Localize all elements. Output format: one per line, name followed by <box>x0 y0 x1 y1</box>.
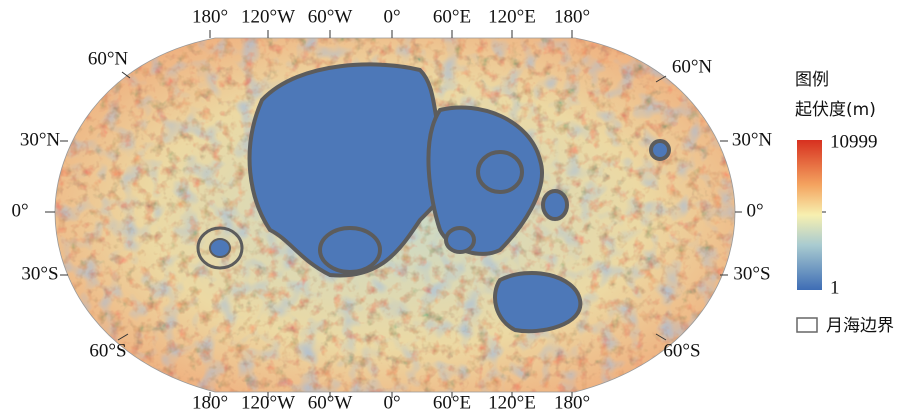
longitude-label: 60°E <box>433 6 471 27</box>
mare <box>320 228 380 272</box>
longitude-label: 180° <box>554 6 590 27</box>
mare <box>478 152 522 192</box>
boundary-swatch <box>797 318 817 332</box>
latitude-label: 30°N <box>20 129 61 150</box>
legend: 图例 起伏度(m) 10999 1 月海边界 <box>795 70 894 336</box>
boundary-label: 月海边界 <box>826 316 894 336</box>
colorbar <box>797 140 822 290</box>
colorbar-max: 10999 <box>830 131 878 152</box>
mare <box>210 239 230 257</box>
longitude-label: 120°W <box>241 6 295 27</box>
longitude-label: 0° <box>383 6 400 27</box>
latitude-label: 30°S <box>733 263 770 284</box>
map-figure: 180°180°120°W120°W60°W60°W0°0°60°E60°E12… <box>0 0 914 417</box>
mare <box>446 228 474 252</box>
mare <box>543 191 567 219</box>
colorbar-title: 起伏度(m) <box>795 100 876 120</box>
latitude-label: 60°N <box>88 48 129 69</box>
longitude-label: 120°E <box>488 6 536 27</box>
legend-title: 图例 <box>795 70 829 90</box>
latitude-label: 30°N <box>732 129 773 150</box>
latitude-label: 60°S <box>89 340 126 361</box>
latitude-label: 30°S <box>21 263 58 284</box>
colorbar-min: 1 <box>830 277 840 298</box>
latitude-label: 60°N <box>672 56 713 77</box>
lunar-relief <box>50 30 740 400</box>
latitude-label: 60°S <box>663 340 700 361</box>
mare <box>495 273 580 331</box>
latitude-label: 0° <box>11 200 28 221</box>
longitude-label: 60°W <box>308 6 353 27</box>
longitude-label: 180° <box>192 6 228 27</box>
latitude-label: 0° <box>746 200 763 221</box>
mare <box>651 141 669 159</box>
